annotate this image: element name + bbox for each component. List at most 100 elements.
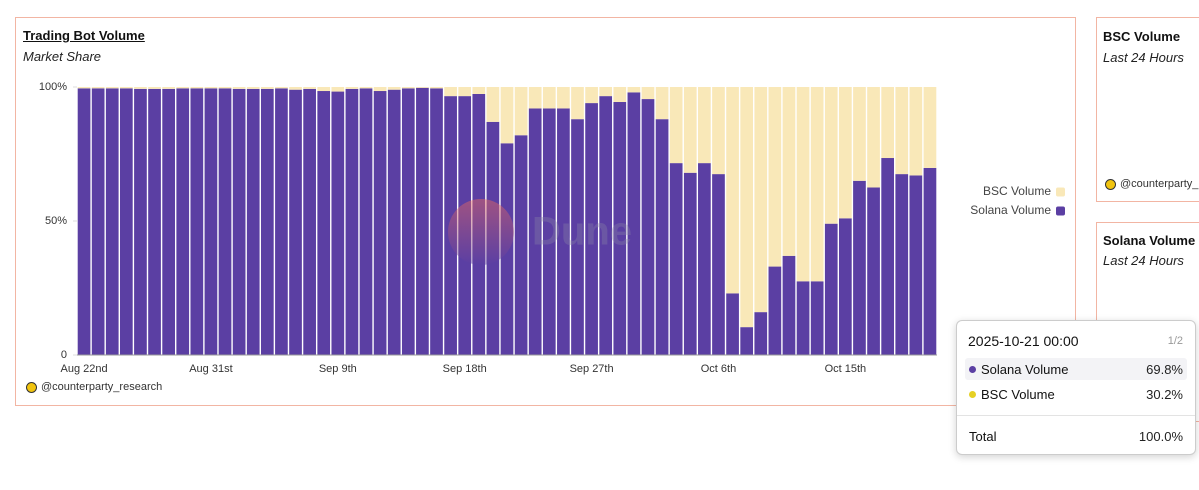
bar-segment: [839, 218, 852, 355]
bar-segment: [91, 88, 105, 355]
bar-segment: [401, 87, 415, 89]
bar-segment: [698, 163, 711, 355]
divider: [957, 415, 1195, 416]
bar-segment: [641, 87, 655, 100]
series-dot: [969, 365, 976, 373]
bar-segment: [105, 87, 119, 89]
x-tick-label: Sep 18th: [443, 363, 487, 375]
tooltip-row: Solana Volume 69.8%: [965, 358, 1187, 380]
side-subtitle: Last 24 Hours: [1103, 253, 1184, 268]
bar-segment: [331, 91, 345, 355]
legend-swatch: [1056, 206, 1065, 216]
bar-segment: [232, 87, 246, 89]
x-tick-label: Aug 31st: [189, 363, 232, 375]
bar-segment: [289, 89, 302, 356]
bar-segment: [345, 87, 359, 89]
bar-segment: [176, 88, 190, 355]
chart-attribution: @counterparty_research: [26, 381, 162, 393]
bar-segment: [387, 87, 401, 90]
bar-segment: [824, 87, 838, 224]
bar-segment: [77, 88, 91, 355]
x-tick-label: Aug 22nd: [60, 363, 107, 375]
bar-segment: [232, 88, 246, 355]
bar-segment: [472, 87, 486, 94]
bar-segment: [190, 87, 204, 89]
bar-segment: [796, 281, 810, 355]
tooltip: 2025-10-21 00:00 1/2 Solana Volume 69.8%…: [956, 320, 1196, 455]
side-subtitle: Last 24 Hours: [1103, 50, 1184, 65]
bar-segment: [557, 87, 570, 109]
bar-segment: [923, 87, 937, 168]
bar-segment: [909, 175, 923, 355]
bar-segment: [627, 87, 641, 93]
bar-segment: [853, 180, 866, 355]
bar-segment: [401, 88, 415, 355]
bar-segment: [204, 88, 218, 355]
side-title: BSC Volume: [1103, 29, 1181, 44]
bar-segment: [514, 135, 528, 355]
bar-segment: [486, 87, 500, 122]
bar-segment: [218, 88, 232, 355]
bar-segment: [260, 87, 274, 89]
bar-segment: [557, 108, 570, 355]
x-tick-label: Oct 15th: [825, 363, 867, 375]
bar-segment: [839, 87, 852, 219]
bar-segment: [768, 87, 782, 267]
row-value: 30.2%: [1146, 386, 1183, 402]
attribution-text: @counterparty_research: [41, 381, 163, 393]
y-tick-label: 100%: [39, 81, 67, 93]
bar-segment: [176, 87, 190, 89]
bar-segment: [500, 87, 514, 144]
y-tick-label: 0: [61, 349, 67, 361]
bar-segment: [260, 88, 274, 355]
series-dot: [969, 390, 976, 398]
bar-segment: [895, 87, 909, 175]
icon: [1105, 178, 1116, 190]
bar-segment: [317, 87, 331, 92]
bar-segment: [218, 87, 232, 89]
bar-segment: [712, 87, 725, 175]
bar-segment: [303, 88, 316, 355]
bar-segment: [430, 88, 443, 355]
bar-segment: [613, 87, 627, 103]
legend-swatch: [1056, 187, 1065, 197]
chart-title: Trading Bot Volume: [23, 28, 145, 43]
watermark: Dune: [532, 210, 632, 254]
bar-segment: [655, 119, 669, 355]
y-tick-label: 50%: [45, 215, 67, 227]
icon: [26, 381, 37, 393]
bar-segment: [698, 87, 711, 164]
bar-segment: [246, 88, 260, 355]
side-panel: [1096, 17, 1199, 202]
bar-segment: [726, 87, 739, 294]
bar-segment: [317, 91, 331, 356]
bar-segment: [458, 87, 472, 97]
bar-segment: [387, 89, 401, 356]
bar-segment: [528, 87, 542, 109]
bar-segment: [571, 119, 584, 355]
bar-segment: [359, 87, 373, 89]
bar-segment: [712, 174, 725, 355]
row-name: Solana Volume: [981, 361, 1069, 377]
total-label: Total: [969, 428, 997, 444]
bar-segment: [754, 312, 768, 355]
bar-segment: [627, 92, 641, 356]
bar-segment: [204, 87, 218, 89]
bar-segment: [881, 158, 895, 355]
bar-segment: [824, 223, 838, 355]
bar-segment: [810, 87, 824, 282]
bar-segment: [909, 87, 923, 176]
bar-segment: [345, 88, 359, 355]
bar-segment: [669, 163, 683, 355]
bar-segment: [148, 88, 161, 355]
bar-segment: [162, 88, 175, 355]
row-value: 69.8%: [1146, 361, 1183, 377]
x-tick-label: Sep 27th: [570, 363, 614, 375]
tooltip-row: BSC Volume 30.2%: [965, 383, 1187, 405]
bar-segment: [134, 87, 147, 89]
legend-label: BSC Volume: [983, 184, 1051, 198]
bar-segment: [782, 255, 796, 355]
bar-segment: [359, 88, 373, 355]
bar-segment: [542, 108, 556, 355]
